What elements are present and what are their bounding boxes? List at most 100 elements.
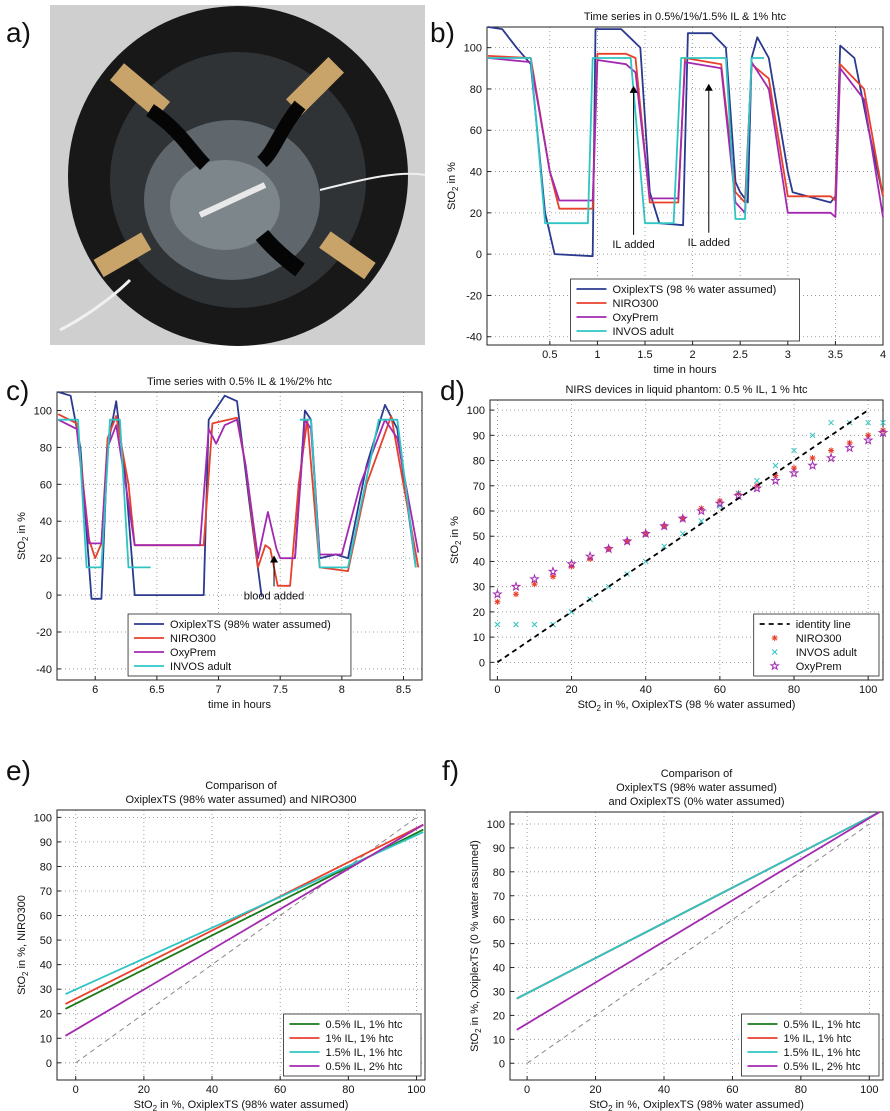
chart-title: OxiplexTS (98% water assumed) [616, 782, 777, 794]
legend-swatch [771, 635, 778, 641]
clamp [109, 63, 171, 119]
y-tick-label: 80 [470, 84, 482, 96]
y-axis-label: StO2 in % [16, 512, 30, 560]
legend-label: OxiplexTS (98 % water assumed) [613, 284, 777, 296]
x-axis-label: StO2 in %, OxiplexTS (98% water assumed) [134, 1099, 349, 1111]
y-axis-label: StO2 in %, NIRO300 [16, 895, 30, 995]
y-tick-label: 0 [479, 657, 485, 669]
marker [865, 419, 872, 426]
x-tick-label: 20 [138, 1084, 150, 1096]
series-line [58, 418, 417, 569]
legend-label: INVOS adult [796, 647, 857, 659]
legend-label: OxyPrem [796, 661, 842, 673]
y-tick-label: 60 [493, 915, 505, 927]
y-axis-label: StO2 in % [449, 516, 463, 564]
y-axis-label-part: in %, OxiplexTS (0 % water assumed) [469, 840, 481, 1028]
marker [605, 545, 612, 552]
legend-label: NIRO300 [613, 298, 659, 310]
x-tick-label: 100 [860, 1084, 878, 1096]
marker [877, 427, 889, 438]
marker [621, 535, 633, 546]
y-axis-label-part: StO [16, 976, 28, 995]
marker [770, 475, 781, 486]
x-axis-label-part: StO [589, 1099, 608, 1111]
marker [754, 477, 760, 484]
x-tick-label: 1 [594, 349, 600, 361]
y-tick-label: 100 [464, 43, 482, 55]
legend-label: 0.5% IL, 2% htc [326, 1061, 404, 1073]
y-tick-label: 80 [40, 442, 52, 454]
photo [50, 5, 426, 346]
y-axis-label: StO2 in %, OxiplexTS (0 % water assumed) [469, 840, 483, 1052]
y-tick-label: 30 [473, 582, 485, 594]
y-tick-label: 10 [493, 1034, 505, 1046]
legend-label: 0.5% IL, 1% htc [784, 1019, 862, 1031]
x-tick-label: 100 [859, 684, 877, 696]
marker [494, 621, 501, 628]
y-axis-label-part: 2 [454, 540, 463, 545]
chart-title: and OxiplexTS (0% water assumed) [608, 796, 784, 808]
y-tick-label: 50 [493, 939, 505, 951]
marker [788, 467, 800, 478]
marker [531, 581, 538, 588]
x-tick-label: 7.5 [273, 684, 288, 696]
legend-label: INVOS adult [170, 661, 231, 673]
x-tick-label: 80 [788, 684, 800, 696]
x-axis-label-part: 2 [597, 704, 602, 713]
y-tick-label: 50 [40, 935, 52, 947]
plot-frame [56, 391, 423, 681]
panel-label: e) [6, 755, 31, 786]
panel-label: c) [6, 375, 29, 406]
annotation: blood added [244, 590, 305, 602]
legend-label: 1.5% IL, 1% htc [784, 1047, 862, 1059]
x-axis-label: time in hours [654, 364, 717, 376]
y-tick-label: 90 [493, 843, 505, 855]
x-axis-label-part: in %, OxiplexTS (98% water assumed) [613, 1099, 804, 1111]
series-line [57, 418, 420, 560]
y-tick-label: 20 [40, 1009, 52, 1021]
plot [489, 399, 889, 681]
x-tick-label: 0 [73, 1084, 79, 1096]
x-tick-label: 40 [206, 1084, 218, 1096]
x-tick-label: 6.5 [149, 684, 164, 696]
y-tick-label: 40 [473, 556, 485, 568]
y-tick-label: 40 [40, 516, 52, 528]
marker [828, 447, 835, 454]
x-tick-label: 100 [407, 1084, 425, 1096]
legend-label: INVOS adult [613, 326, 674, 338]
y-tick-label: 20 [40, 553, 52, 565]
chart-title: Time series in 0.5%/1%/1.5% IL & 1% htc [584, 11, 787, 23]
marker [531, 621, 538, 628]
y-axis-label: StO2 in % [446, 162, 460, 210]
marker [550, 573, 557, 580]
legend-swatch [769, 660, 780, 671]
y-axis-label-part: 2 [21, 971, 30, 976]
stirrer [198, 182, 267, 218]
x-axis-label-part: time in hours [654, 364, 717, 376]
marker [679, 515, 686, 522]
plot-frame [489, 399, 884, 681]
y-tick-label: 0 [476, 249, 482, 261]
marker [880, 419, 886, 426]
tube [319, 172, 426, 191]
plot-frame [56, 809, 426, 1081]
chart-title: Comparison of [661, 768, 733, 780]
y-tick-label: 40 [493, 963, 505, 975]
x-axis-label: StO2 in %, OxiplexTS (98 % water assumed… [578, 699, 796, 713]
x-tick-label: 8 [339, 684, 345, 696]
legend: OxiplexTS (98 % water assumed) NIRO300 Oxy… [570, 278, 800, 342]
legend-label: 0.5% IL, 1% htc [326, 1019, 404, 1031]
x-tick-label: 60 [274, 1084, 286, 1096]
marker [698, 518, 705, 524]
marker [547, 565, 559, 577]
marker [807, 460, 818, 471]
y-tick-label: 90 [473, 430, 485, 442]
legend-label: NIRO300 [796, 633, 842, 645]
chart-title: OxiplexTS (98% water assumed) and NIRO30… [125, 794, 356, 806]
x-tick-label: 4 [880, 349, 886, 361]
legend-label: OxiplexTS (98% water assumed) [170, 619, 331, 631]
y-tick-label: 40 [470, 167, 482, 179]
probe-cable [256, 100, 306, 168]
x-axis-label-part: 2 [608, 1104, 613, 1111]
